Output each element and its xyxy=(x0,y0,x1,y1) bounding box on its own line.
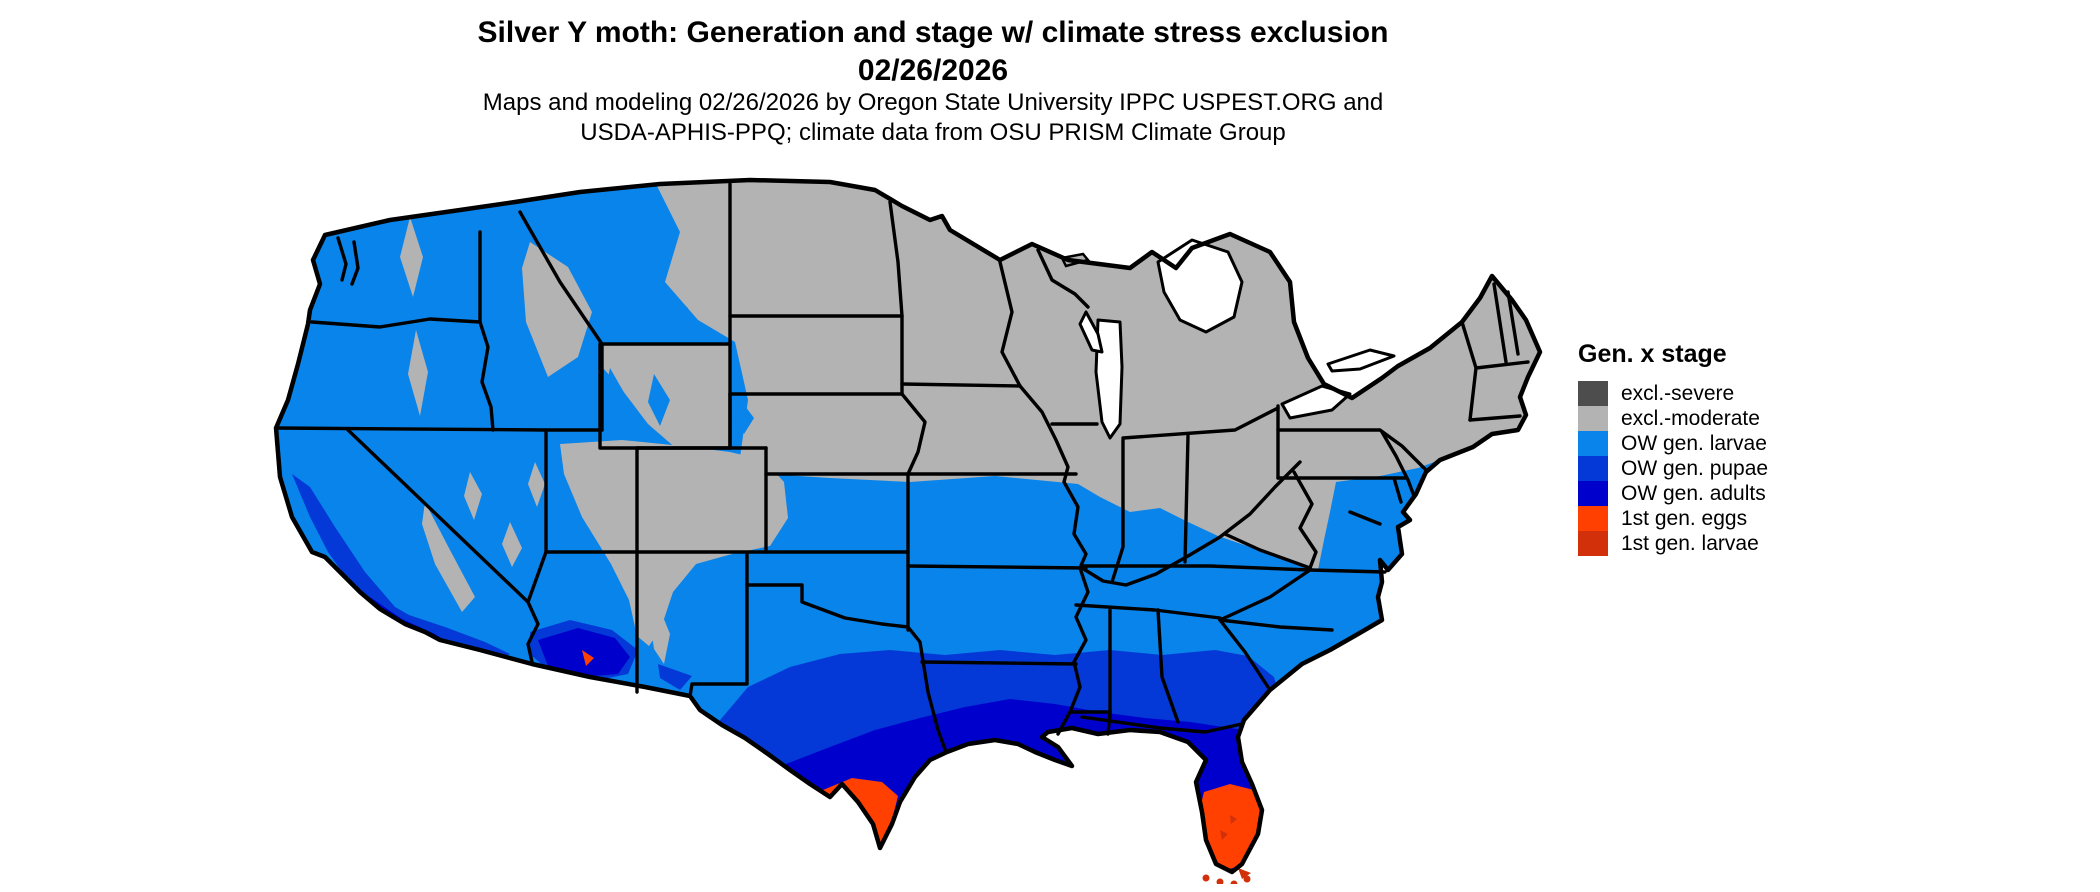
green-bay xyxy=(1078,310,1104,354)
us-outline xyxy=(273,177,1543,875)
legend-label-excl-moderate: excl.-moderate xyxy=(1621,406,1760,430)
legend-swatch-1st-eggs xyxy=(1578,506,1608,531)
us-phenology-map xyxy=(273,177,1543,884)
legend-row: 1st gen. larvae xyxy=(1578,531,1768,556)
keys-dot xyxy=(1216,878,1224,884)
legend: Gen. x stage excl.-severe excl.-moderate… xyxy=(1578,340,1768,556)
legend-row: 1st gen. eggs xyxy=(1578,506,1768,531)
legend-swatch-1st-larvae xyxy=(1578,531,1608,556)
state-borders xyxy=(274,182,1530,754)
legend-title: Gen. x stage xyxy=(1578,340,1727,368)
legend-swatch-ow-larvae xyxy=(1578,431,1608,456)
region-larvae1-south-florida-specks xyxy=(1220,815,1237,840)
florida-keys xyxy=(1202,868,1251,884)
region-excl-moderate-sierra xyxy=(422,502,475,612)
map-title: Silver Y moth: Generation and stage w/ c… xyxy=(233,14,1633,90)
legend-label-ow-adults: OW gen. adults xyxy=(1621,481,1766,505)
map-subtitle: Maps and modeling 02/26/2026 by Oregon S… xyxy=(233,88,1633,148)
legend-swatch-ow-adults xyxy=(1578,481,1608,506)
legend-row: OW gen. pupae xyxy=(1578,456,1768,481)
legend-swatch-excl-moderate xyxy=(1578,406,1608,431)
legend-row: OW gen. adults xyxy=(1578,481,1768,506)
legend-swatch-ow-pupae xyxy=(1578,456,1608,481)
map-title-line2: 02/26/2026 xyxy=(857,54,1009,87)
region-excl-moderate-cascades xyxy=(400,217,428,416)
map-subtitle-line1: Maps and modeling 02/26/2026 by Oregon S… xyxy=(482,89,1384,116)
region-excl-moderate-idaho-mts xyxy=(522,242,592,377)
legend-row: OW gen. larvae xyxy=(1578,431,1768,456)
region-excl-moderate-utah-colorado-mts xyxy=(560,440,788,646)
keys-dot xyxy=(1202,874,1210,882)
legend-label-ow-pupae: OW gen. pupae xyxy=(1621,456,1769,480)
keys-strip xyxy=(1238,868,1251,879)
legend-swatch-excl-severe xyxy=(1578,381,1608,406)
legend-label-excl-severe: excl.-severe xyxy=(1621,381,1735,405)
legend-row: excl.-severe xyxy=(1578,381,1768,406)
region-pupae-nm-south xyxy=(658,664,692,690)
region-excl-moderate-nm-spine xyxy=(650,602,670,664)
map-subtitle-line2: USDA-APHIS-PPQ; climate data from OSU PR… xyxy=(580,119,1286,146)
region-excl-moderate-nevada-specks xyxy=(464,462,545,567)
keys-dot xyxy=(1230,880,1238,884)
map-title-line1: Silver Y moth: Generation and stage w/ c… xyxy=(477,16,1389,49)
legend-label-ow-larvae: OW gen. larvae xyxy=(1621,431,1767,455)
legend-label-1st-larvae: 1st gen. larvae xyxy=(1621,531,1759,555)
legend-label-1st-eggs: 1st gen. eggs xyxy=(1621,506,1748,530)
region-larvae-pockets-west xyxy=(604,202,754,434)
lake-ontario xyxy=(1326,348,1396,373)
legend-row: excl.-moderate xyxy=(1578,406,1768,431)
puget-sound-inlets xyxy=(336,236,360,286)
keys-dot xyxy=(1243,875,1251,883)
lake-erie xyxy=(1280,384,1352,420)
